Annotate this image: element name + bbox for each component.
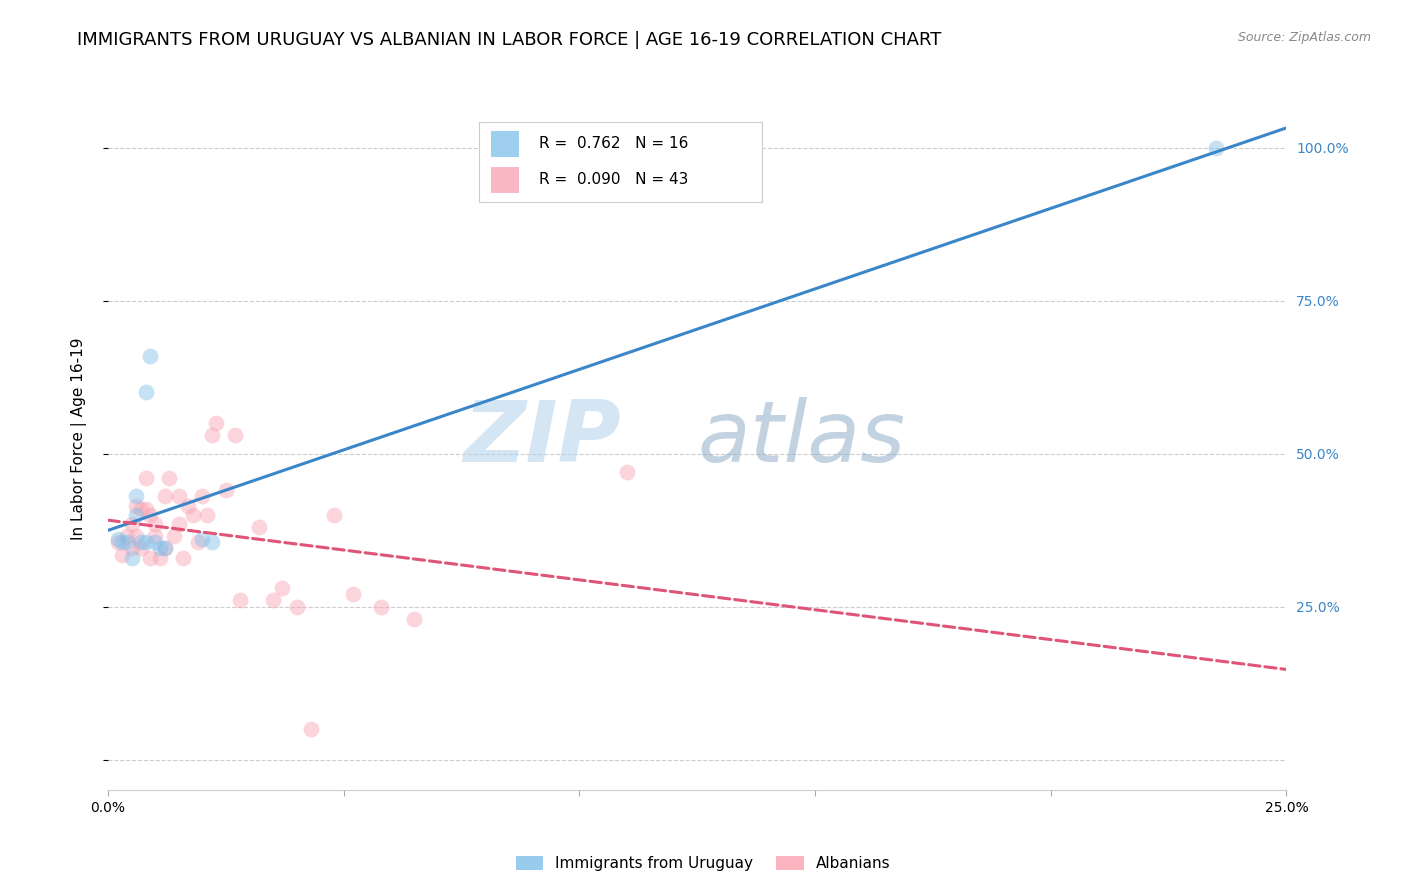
Point bbox=[125, 508, 148, 522]
Point bbox=[271, 581, 294, 595]
Point bbox=[129, 501, 152, 516]
Text: Source: ZipAtlas.com: Source: ZipAtlas.com bbox=[1237, 31, 1371, 45]
Point bbox=[616, 465, 638, 479]
Point bbox=[224, 428, 246, 442]
Point bbox=[143, 516, 166, 531]
Point bbox=[125, 489, 148, 503]
Point bbox=[191, 489, 214, 503]
Point bbox=[167, 489, 190, 503]
Point bbox=[247, 520, 270, 534]
Point bbox=[111, 535, 134, 549]
Point bbox=[404, 612, 426, 626]
Point bbox=[121, 541, 143, 556]
Point bbox=[149, 541, 172, 556]
Point bbox=[1205, 140, 1227, 154]
Point bbox=[195, 508, 218, 522]
Text: atlas: atlas bbox=[697, 397, 905, 480]
Y-axis label: In Labor Force | Age 16-19: In Labor Force | Age 16-19 bbox=[72, 337, 87, 540]
Point bbox=[149, 550, 172, 565]
Point bbox=[191, 533, 214, 547]
Point bbox=[262, 593, 284, 607]
Point bbox=[153, 489, 176, 503]
Point bbox=[229, 593, 252, 607]
Legend: Immigrants from Uruguay, Albanians: Immigrants from Uruguay, Albanians bbox=[509, 850, 897, 877]
Point bbox=[342, 587, 364, 601]
Point bbox=[143, 529, 166, 543]
Point bbox=[125, 499, 148, 513]
Point bbox=[370, 599, 392, 614]
Point bbox=[135, 501, 157, 516]
Point bbox=[167, 516, 190, 531]
Text: IMMIGRANTS FROM URUGUAY VS ALBANIAN IN LABOR FORCE | AGE 16-19 CORRELATION CHART: IMMIGRANTS FROM URUGUAY VS ALBANIAN IN L… bbox=[77, 31, 942, 49]
Point bbox=[285, 599, 308, 614]
Point bbox=[111, 548, 134, 562]
Point bbox=[173, 550, 195, 565]
Point bbox=[153, 541, 176, 556]
Point bbox=[121, 516, 143, 531]
Point bbox=[135, 385, 157, 400]
Point bbox=[323, 508, 346, 522]
Point bbox=[153, 541, 176, 556]
Point bbox=[157, 471, 180, 485]
Point bbox=[299, 722, 322, 736]
Point bbox=[135, 535, 157, 549]
Point bbox=[139, 550, 162, 565]
Point bbox=[205, 416, 228, 430]
Point bbox=[201, 535, 224, 549]
Point bbox=[201, 428, 224, 442]
Point bbox=[129, 541, 152, 556]
Point bbox=[115, 535, 138, 549]
Point bbox=[125, 529, 148, 543]
Text: ZIP: ZIP bbox=[463, 397, 620, 480]
Point bbox=[143, 535, 166, 549]
Point bbox=[121, 550, 143, 565]
Point bbox=[115, 529, 138, 543]
Point bbox=[181, 508, 204, 522]
Point bbox=[107, 535, 129, 549]
Point bbox=[187, 535, 209, 549]
Point bbox=[139, 349, 162, 363]
Point bbox=[129, 535, 152, 549]
Point bbox=[135, 471, 157, 485]
Point bbox=[177, 499, 200, 513]
Point bbox=[107, 533, 129, 547]
Point bbox=[163, 529, 186, 543]
Point bbox=[215, 483, 238, 498]
Point bbox=[139, 508, 162, 522]
